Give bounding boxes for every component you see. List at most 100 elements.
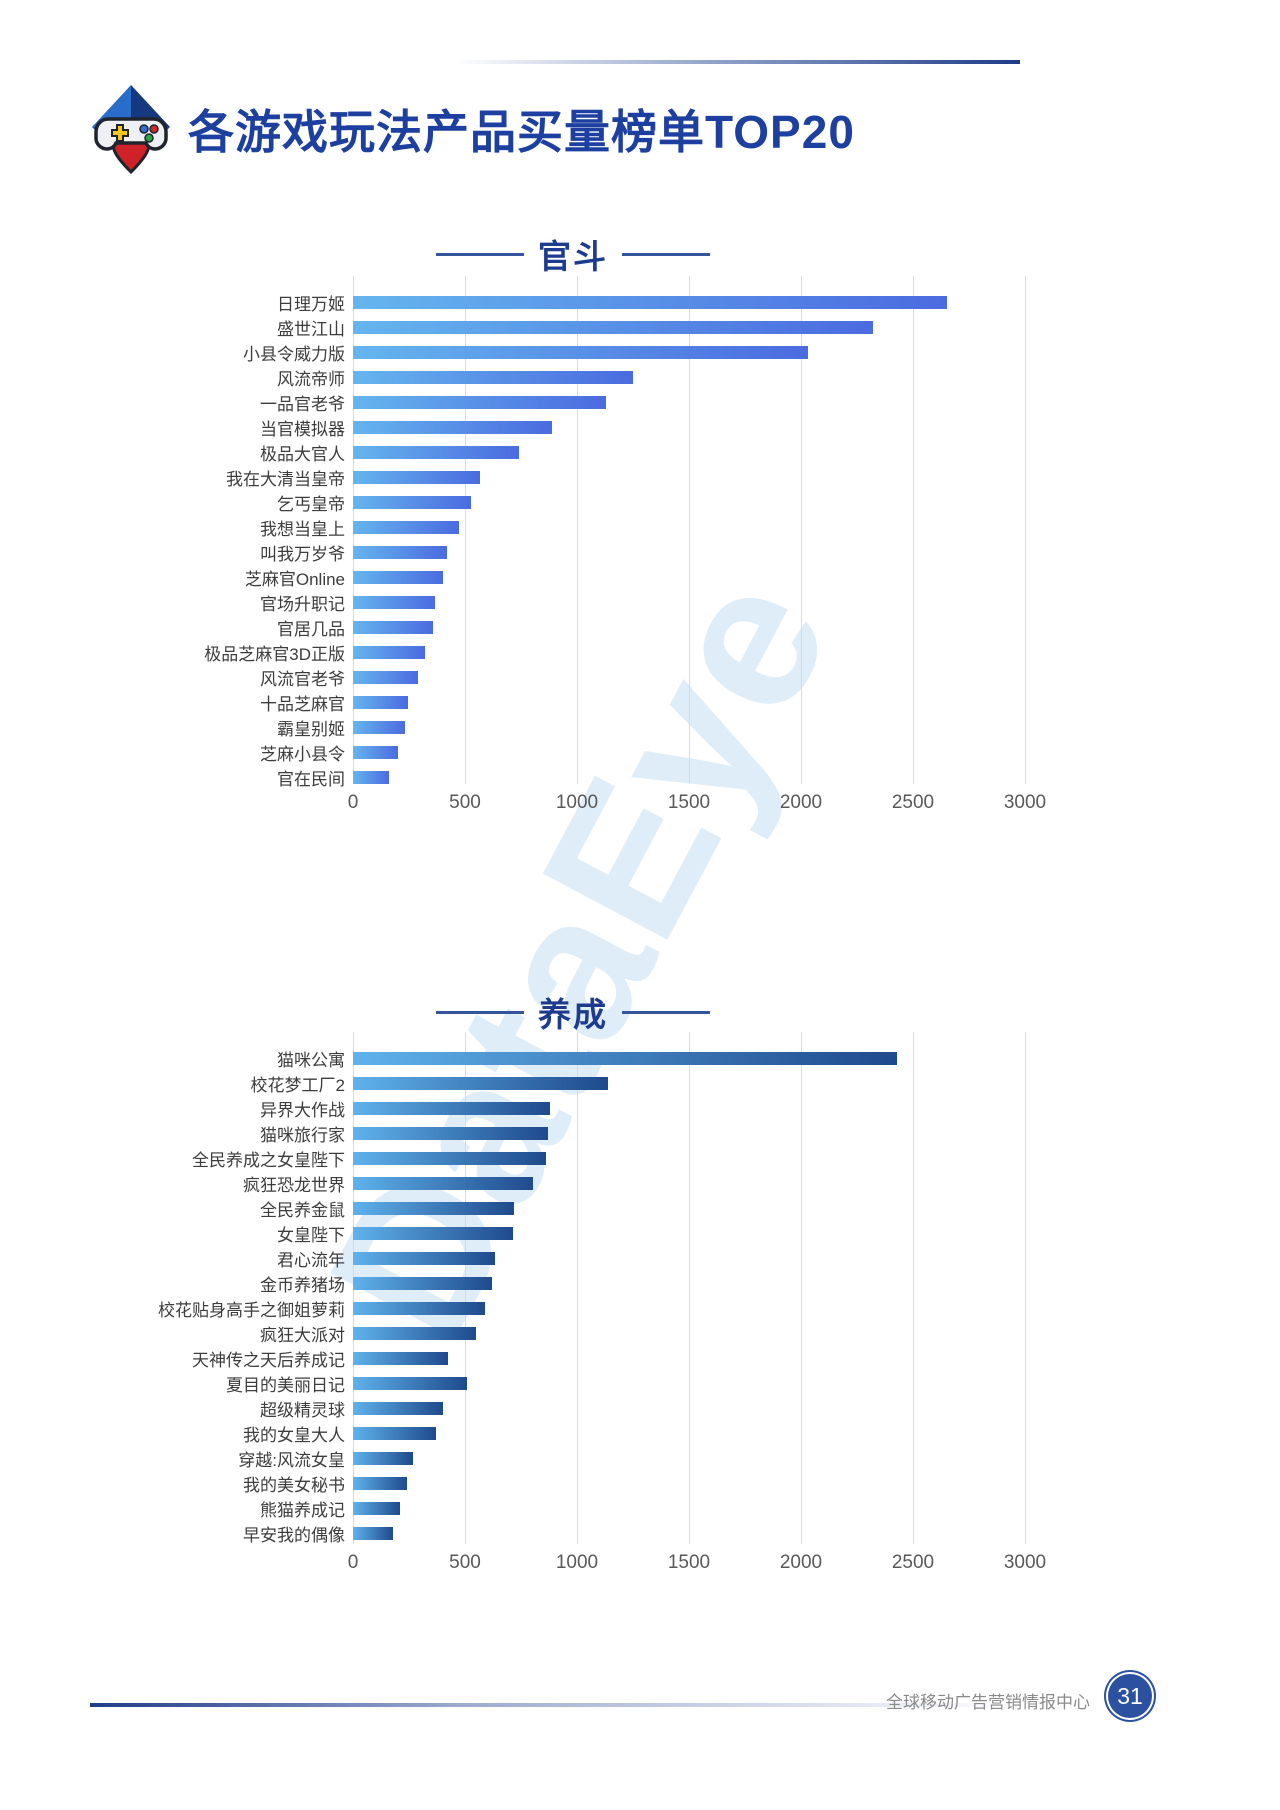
category-label: 异界大作战: [260, 1101, 345, 1120]
bar-row: 早安我的偶像: [60, 1521, 1025, 1546]
bar: [353, 471, 480, 484]
footer-divider-line: [90, 1703, 1020, 1707]
bar: [353, 296, 947, 309]
gridline: [577, 276, 578, 784]
bar-track: [353, 1152, 1025, 1165]
bar-track: [353, 521, 1025, 534]
bar-track: [353, 596, 1025, 609]
x-tick-label: 500: [449, 792, 481, 813]
bar-track: [353, 721, 1025, 734]
category-label: 校花贴身高手之御姐萝莉: [158, 1301, 345, 1320]
gridline: [913, 1032, 914, 1544]
bar-row: 疯狂大派对: [60, 1321, 1025, 1346]
title-dash-right: [622, 1010, 710, 1014]
bar-track: [353, 1327, 1025, 1340]
category-label: 风流帝师: [277, 370, 345, 389]
category-label: 小县令威力版: [243, 345, 345, 364]
bar-row: 日理万姬: [60, 290, 1025, 315]
bar-track: [353, 1302, 1025, 1315]
bar: [353, 1302, 486, 1315]
header-divider-line: [455, 60, 1020, 64]
bar: [353, 721, 405, 734]
chart1-x-axis: 0 500 1000 1500 2000 2500 3000: [348, 792, 1046, 816]
category-label: 早安我的偶像: [243, 1526, 345, 1545]
bar-row: 校花梦工厂2: [60, 1071, 1025, 1096]
x-tick-label: 0: [347, 792, 359, 813]
bar-row: 官在民间: [60, 765, 1025, 790]
bar-track: [353, 1052, 1025, 1065]
bar-row: 校花贴身高手之御姐萝莉: [60, 1296, 1025, 1321]
bar-track: [353, 671, 1025, 684]
bar-track: [353, 1077, 1025, 1090]
bar-row: 盛世江山: [60, 315, 1025, 340]
bar-row: 极品大官人: [60, 440, 1025, 465]
footer-org-name: 全球移动广告营销情报中心: [886, 1693, 1090, 1712]
bar: [353, 1352, 449, 1365]
category-label: 超级精灵球: [260, 1401, 345, 1420]
bar-row: 风流官老爷: [60, 665, 1025, 690]
bar: [353, 746, 398, 759]
category-label: 风流官老爷: [260, 670, 345, 689]
bar-row: 极品芝麻官3D正版: [60, 640, 1025, 665]
chart2-plot: 猫咪公寓 校花梦工厂2 异界大作战 猫咪旅行家 全民养成之女皇陛下 疯狂恐龙世界 全民养金鼠…: [60, 1032, 1026, 1546]
bar-row: 超级精灵球: [60, 1396, 1025, 1421]
bar-row: 乞丐皇帝: [60, 490, 1025, 515]
x-tick-label: 1000: [555, 1552, 599, 1573]
category-label: 十品芝麻官: [260, 695, 345, 714]
category-label: 君心流年: [277, 1251, 345, 1270]
bar: [353, 546, 448, 559]
bar-track: [353, 771, 1025, 784]
bar: [353, 346, 808, 359]
x-tick-label: 2000: [779, 792, 823, 813]
bar-row: 芝麻小县令: [60, 740, 1025, 765]
bar-track: [353, 1177, 1025, 1190]
x-tick-label: 0: [347, 1552, 359, 1573]
chart2-title: 养成: [436, 988, 710, 1036]
gridline: [689, 276, 690, 784]
bar-row: 疯狂恐龙世界: [60, 1171, 1025, 1196]
bar-track: [353, 321, 1025, 334]
bar: [353, 1377, 468, 1390]
bar-track: [353, 396, 1025, 409]
bar-row: 熊猫养成记: [60, 1496, 1025, 1521]
bar-track: [353, 1227, 1025, 1240]
bar: [353, 396, 607, 409]
category-label: 乞丐皇帝: [277, 495, 345, 514]
bar-row: 女皇陛下: [60, 1221, 1025, 1246]
gridline: [465, 276, 466, 784]
category-label: 我的女皇大人: [243, 1426, 345, 1445]
bar: [353, 1052, 898, 1065]
bar-track: [353, 696, 1025, 709]
x-tick-label: 3000: [1003, 1552, 1047, 1573]
bar: [353, 1402, 443, 1415]
bar: [353, 1452, 414, 1465]
bar: [353, 1177, 534, 1190]
bar-row: 我的美女秘书: [60, 1471, 1025, 1496]
bar: [353, 1202, 515, 1215]
bar-track: [353, 446, 1025, 459]
chart2-x-axis: 0 500 1000 1500 2000 2500 3000: [348, 1552, 1046, 1576]
bar: [353, 1077, 609, 1090]
bar-row: 我想当皇上: [60, 515, 1025, 540]
category-label: 官场升职记: [260, 595, 345, 614]
bar-row: 夏目的美丽日记: [60, 1371, 1025, 1396]
bar-row: 官场升职记: [60, 590, 1025, 615]
category-label: 穿越:风流女皇: [238, 1451, 345, 1470]
category-label: 芝麻官Online: [244, 570, 345, 589]
bar-row: 芝麻官Online: [60, 565, 1025, 590]
bar-row: 一品官老爷: [60, 390, 1025, 415]
bar: [353, 496, 471, 509]
category-label: 一品官老爷: [260, 395, 345, 414]
x-tick-label: 500: [449, 1552, 481, 1573]
bar: [353, 421, 553, 434]
bar-track: [353, 546, 1025, 559]
bar-row: 我在大清当皇帝: [60, 465, 1025, 490]
bar: [353, 696, 408, 709]
bar: [353, 1502, 401, 1515]
bar: [353, 1527, 394, 1540]
x-tick-label: 2000: [779, 1552, 823, 1573]
x-tick-label: 2500: [891, 1552, 935, 1573]
gridline: [801, 1032, 802, 1544]
bar-row: 君心流年: [60, 1246, 1025, 1271]
